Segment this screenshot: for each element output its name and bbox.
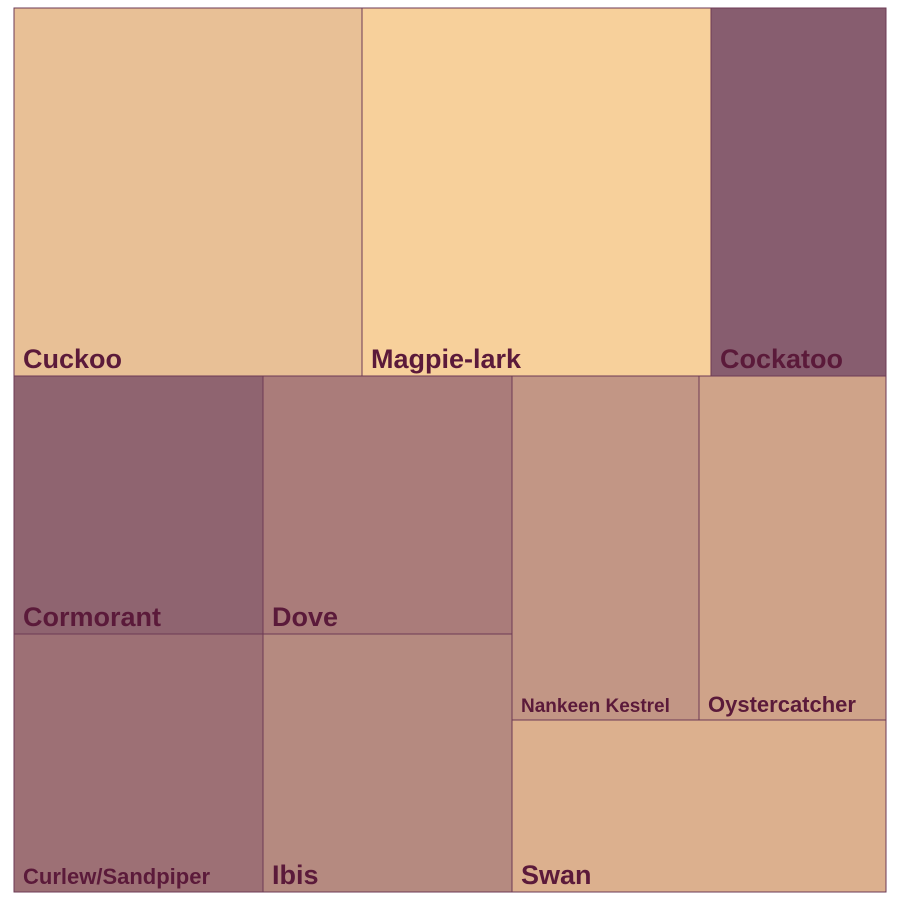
tile-label-ibis: Ibis — [272, 860, 319, 890]
tile-rect-cockatoo — [710, 7, 887, 377]
tile-label-dove: Dove — [272, 602, 338, 632]
tile-rect-dove — [262, 375, 513, 635]
tile-label-cuckoo: Cuckoo — [23, 344, 122, 374]
tile-rect-curlew-sandpiper — [13, 633, 264, 893]
tile-rect-swan — [511, 719, 887, 893]
tile-curlew-sandpiper: Curlew/Sandpiper — [13, 633, 264, 893]
tile-label-nankeen-kestrel: Nankeen Kestrel — [521, 696, 670, 717]
tile-cockatoo: Cockatoo — [710, 7, 887, 377]
tile-rect-cuckoo — [13, 7, 363, 377]
tile-oystercatcher: Oystercatcher — [698, 375, 887, 721]
tile-label-curlew-sandpiper: Curlew/Sandpiper — [23, 864, 210, 889]
treemap-tiles: Cuckoo Magpie-lark Cockatoo Cormorant Dove Cu… — [13, 7, 887, 893]
tile-rect-cormorant — [13, 375, 264, 635]
tile-label-cormorant: Cormorant — [23, 602, 161, 632]
tile-nankeen-kestrel: Nankeen Kestrel — [511, 375, 700, 721]
tile-magpie-lark: Magpie-lark — [361, 7, 712, 377]
tile-label-swan: Swan — [521, 860, 592, 890]
tile-label-cockatoo: Cockatoo — [720, 344, 843, 374]
tile-rect-ibis — [262, 633, 513, 893]
tile-dove: Dove — [262, 375, 513, 635]
tile-swan: Swan — [511, 719, 887, 893]
tile-label-oystercatcher: Oystercatcher — [708, 692, 856, 717]
tile-cormorant: Cormorant — [13, 375, 264, 635]
tile-rect-nankeen-kestrel — [511, 375, 700, 721]
tile-label-magpie-lark: Magpie-lark — [371, 344, 522, 374]
tile-rect-magpie-lark — [361, 7, 712, 377]
tile-ibis: Ibis — [262, 633, 513, 893]
tile-rect-oystercatcher — [698, 375, 887, 721]
tile-cuckoo: Cuckoo — [13, 7, 363, 377]
